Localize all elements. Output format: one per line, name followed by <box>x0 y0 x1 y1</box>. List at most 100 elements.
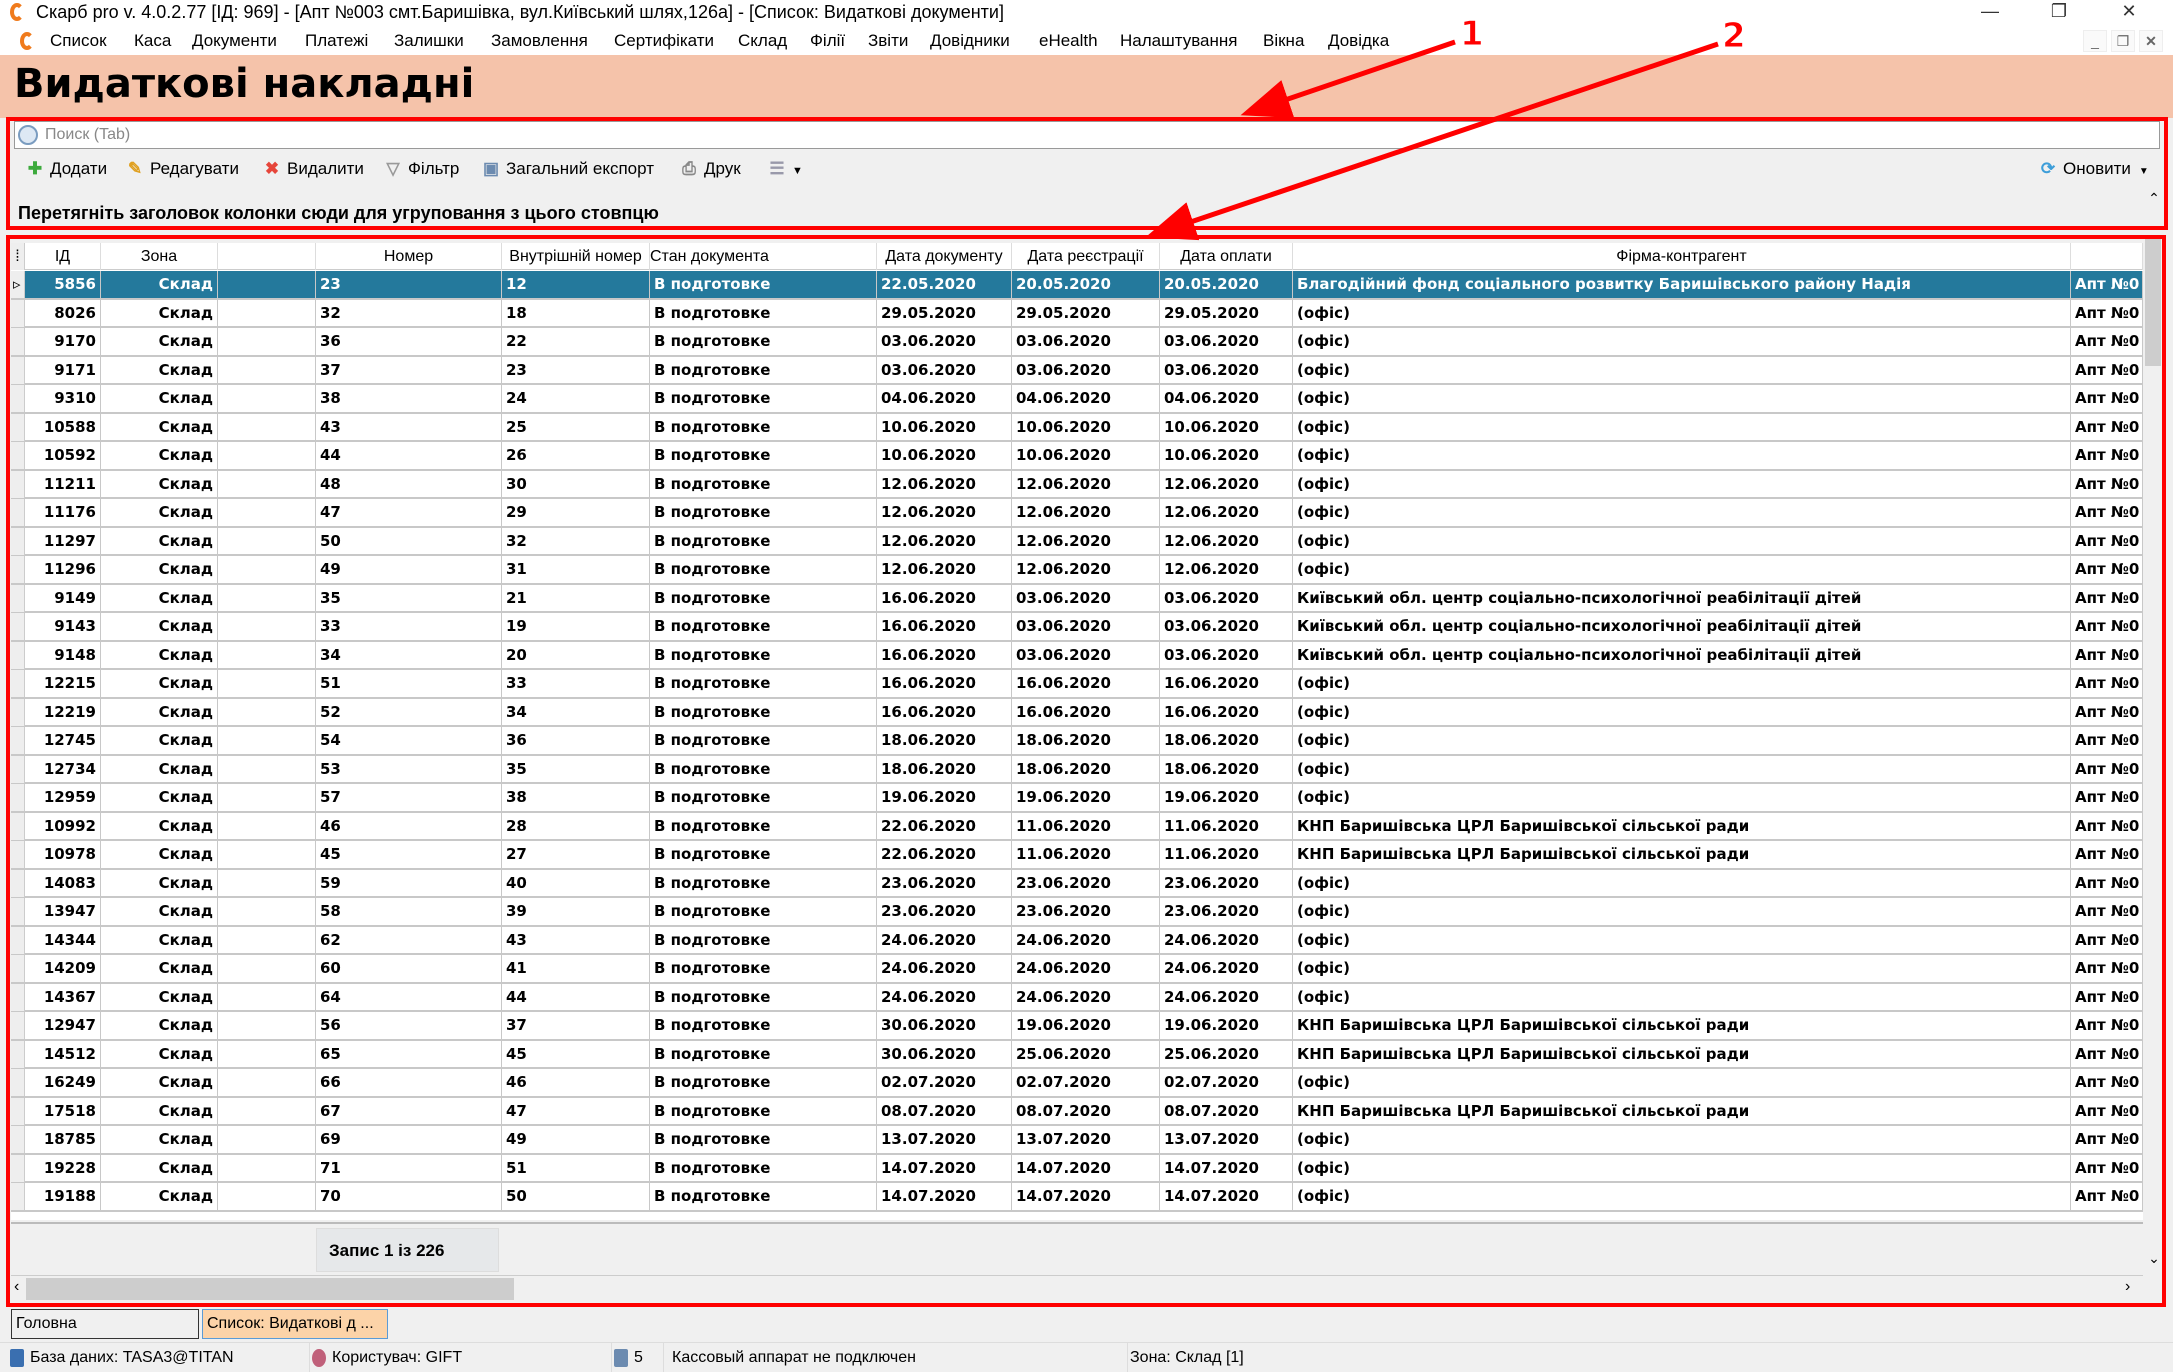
menu-item[interactable]: Залишки <box>394 31 464 50</box>
menu-item[interactable]: Документи <box>192 31 277 50</box>
table-row[interactable]: 18785 Склад 69 49 В подготовке 13.07.2020 13.0… <box>11 1126 2143 1155</box>
table-row[interactable]: 8026 Склад 32 18 В подготовке 29.05.2020 29.05… <box>11 299 2143 328</box>
filter-button[interactable]: ▽ Фільтр <box>382 154 459 184</box>
table-row[interactable]: 10978 Склад 45 27 В подготовке 22.06.2020 11.0… <box>11 841 2143 870</box>
cell: 20.05.2020 <box>1160 271 1293 298</box>
scroll-down-button[interactable]: ⌄ <box>2148 1250 2160 1266</box>
column-chooser-icon[interactable]: ⁞ <box>11 243 25 270</box>
cell: Склад <box>101 983 218 1011</box>
mdi-close-button[interactable]: ✕ <box>2139 30 2163 52</box>
table-row[interactable]: 9310 Склад 38 24 В подготовке 04.06.2020 04.06… <box>11 385 2143 414</box>
row-indicator <box>11 470 25 498</box>
table-row[interactable]: 12215 Склад 51 33 В подготовке 16.06.2020 16.0… <box>11 670 2143 699</box>
menu-item[interactable]: Замовлення <box>491 31 588 50</box>
cell: Склад <box>101 1069 218 1096</box>
tab-home[interactable]: Головна <box>11 1309 199 1339</box>
table-row[interactable]: 11297 Склад 50 32 В подготовке 12.06.2020 12.0… <box>11 527 2143 556</box>
group-by-panel[interactable]: Перетягніть заголовок колонки сюди для у… <box>18 203 659 223</box>
table-row[interactable]: 19188 Склад 70 50 В подготовке 14.07.2020 14.0… <box>11 1183 2143 1212</box>
print-button[interactable]: ⎙ Друк <box>678 154 741 184</box>
table-row[interactable]: ▹ 5856 Склад 23 12 В подготовке 22.05.2020 20.0… <box>11 271 2143 300</box>
table-row[interactable]: 11296 Склад 49 31 В подготовке 12.06.2020 12.0… <box>11 556 2143 585</box>
menu-item[interactable]: Вікна <box>1263 31 1305 50</box>
row-indicator <box>11 784 25 811</box>
mdi-minimize-button[interactable]: _ <box>2083 30 2107 52</box>
edit-button[interactable]: ✎ Редагувати <box>124 154 239 184</box>
tab-outgoing-documents[interactable]: Список: Видаткові д ... <box>202 1309 388 1339</box>
scroll-up-button[interactable]: ⌃ <box>2148 190 2160 206</box>
refresh-button[interactable]: ⟳ Оновити ▼ <box>2037 154 2149 187</box>
export-button[interactable]: ▣ Загальний експорт <box>480 154 654 184</box>
table-row[interactable]: 12959 Склад 57 38 В подготовке 19.06.2020 19.0… <box>11 784 2143 813</box>
cell: Апт №0 <box>2071 698 2143 726</box>
column-header[interactable]: Фірма-контрагент <box>1293 243 2071 270</box>
column-header[interactable]: Дата оплати <box>1160 243 1293 270</box>
app-logo-icon <box>10 3 24 21</box>
table-row[interactable]: 11176 Склад 47 29 В подготовке 12.06.2020 12.0… <box>11 499 2143 528</box>
menu-item[interactable]: Список <box>50 31 107 50</box>
delete-button[interactable]: ✖ Видалити <box>261 154 364 184</box>
table-row[interactable]: 14209 Склад 60 41 В подготовке 24.06.2020 24.0… <box>11 955 2143 984</box>
cell: 02.07.2020 <box>1012 1069 1160 1096</box>
table-row[interactable]: 10992 Склад 46 28 В подготовке 22.06.2020 11.0… <box>11 812 2143 841</box>
mdi-restore-button[interactable]: ❐ <box>2111 30 2135 52</box>
horizontal-scrollbar-thumb[interactable] <box>26 1278 514 1300</box>
vertical-scrollbar-thumb[interactable] <box>2145 236 2161 366</box>
menu-item[interactable]: Платежі <box>305 31 369 50</box>
cell: 20 <box>502 641 650 669</box>
restore-button[interactable]: ❐ <box>2050 1 2068 21</box>
column-header[interactable] <box>218 243 316 270</box>
cell: 19.06.2020 <box>1012 784 1160 811</box>
columns-dropdown-button[interactable]: ☰ ▼ <box>766 154 803 186</box>
table-row[interactable]: 9143 Склад 33 19 В подготовке 16.06.2020 03.06… <box>11 613 2143 642</box>
table-row[interactable]: 14083 Склад 59 40 В подготовке 23.06.2020 23.0… <box>11 869 2143 898</box>
table-row[interactable]: 10592 Склад 44 26 В подготовке 10.06.2020 10.0… <box>11 442 2143 471</box>
table-row[interactable]: 9148 Склад 34 20 В подготовке 16.06.2020 03.06… <box>11 641 2143 670</box>
menu-item[interactable]: Філії <box>810 31 846 50</box>
column-header[interactable]: Внутрішній номер <box>502 243 650 270</box>
add-button[interactable]: ✚ Додати <box>24 154 107 184</box>
menu-item[interactable]: Каса <box>134 31 172 50</box>
cell: 16.06.2020 <box>877 670 1012 697</box>
table-row[interactable]: 19228 Склад 71 51 В подготовке 14.07.2020 14.0… <box>11 1154 2143 1183</box>
column-header[interactable]: Зона <box>101 243 218 270</box>
menu-item[interactable]: Довідники <box>930 31 1010 50</box>
search-input[interactable]: Поиск (Tab) <box>14 121 2160 149</box>
table-row[interactable]: 14367 Склад 64 44 В подготовке 24.06.2020 24.0… <box>11 983 2143 1012</box>
table-row[interactable]: 9170 Склад 36 22 В подготовке 03.06.2020 03.06… <box>11 328 2143 357</box>
cell <box>218 556 316 583</box>
table-row[interactable]: 17518 Склад 67 47 В подготовке 08.07.2020 08.0… <box>11 1097 2143 1126</box>
menu-item[interactable]: Сертифікати <box>614 31 715 50</box>
column-header[interactable]: Номер <box>316 243 502 270</box>
table-row[interactable]: 12734 Склад 53 35 В подготовке 18.06.2020 18.0… <box>11 755 2143 784</box>
menu-item[interactable]: Склад <box>738 31 788 50</box>
column-header[interactable] <box>2071 243 2143 270</box>
column-header[interactable]: ІД <box>25 243 101 270</box>
minimize-button[interactable]: — <box>1981 1 1999 21</box>
menu-item[interactable]: Налаштування <box>1120 31 1238 50</box>
cell: В подготовке <box>650 955 877 982</box>
table-row[interactable]: 13947 Склад 58 39 В подготовке 23.06.2020 23.0… <box>11 898 2143 927</box>
close-button[interactable]: ✕ <box>2121 1 2137 21</box>
scroll-left-button[interactable]: ‹ <box>14 1278 20 1295</box>
table-row[interactable]: 16249 Склад 66 46 В подготовке 02.07.2020 02.0… <box>11 1069 2143 1098</box>
cell: 12734 <box>25 755 101 783</box>
table-row[interactable]: 14344 Склад 62 43 В подготовке 24.06.2020 24.0… <box>11 926 2143 955</box>
column-header[interactable]: Стан документа <box>650 243 877 270</box>
table-row[interactable]: 11211 Склад 48 30 В подготовке 12.06.2020 12.0… <box>11 470 2143 499</box>
scroll-right-button[interactable]: › <box>2125 1278 2131 1295</box>
menu-item[interactable]: Звіти <box>868 31 909 50</box>
table-row[interactable]: 10588 Склад 43 25 В подготовке 10.06.2020 10.0… <box>11 413 2143 442</box>
column-header[interactable]: Дата реєстрації <box>1012 243 1160 270</box>
column-header[interactable]: Дата документу <box>877 243 1012 270</box>
table-row[interactable]: 9171 Склад 37 23 В подготовке 03.06.2020 03.06… <box>11 356 2143 385</box>
table-row[interactable]: 14512 Склад 65 45 В подготовке 30.06.2020 25.0… <box>11 1040 2143 1069</box>
menu-item[interactable]: eHealth <box>1039 31 1098 50</box>
table-row[interactable]: 12219 Склад 52 34 В подготовке 16.06.2020 16.0… <box>11 698 2143 727</box>
cell: Склад <box>101 641 218 669</box>
table-row[interactable]: 9149 Склад 35 21 В подготовке 16.06.2020 03.06… <box>11 584 2143 613</box>
table-row[interactable]: 12745 Склад 54 36 В подготовке 18.06.2020 18.0… <box>11 727 2143 756</box>
menu-item[interactable]: Довідка <box>1328 31 1390 50</box>
table-row[interactable]: 12947 Склад 56 37 В подготовке 30.06.2020 19.0… <box>11 1012 2143 1041</box>
vertical-scrollbar[interactable] <box>2143 243 2163 1273</box>
